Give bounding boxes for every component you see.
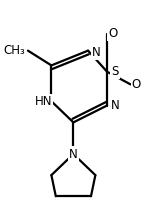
Text: O: O [132, 78, 141, 91]
Text: N: N [69, 147, 78, 161]
Text: O: O [108, 27, 118, 40]
Text: CH₃: CH₃ [3, 44, 25, 57]
Text: N: N [111, 99, 120, 112]
Text: HN: HN [35, 95, 52, 108]
Text: S: S [111, 65, 119, 78]
Text: N: N [92, 46, 100, 59]
